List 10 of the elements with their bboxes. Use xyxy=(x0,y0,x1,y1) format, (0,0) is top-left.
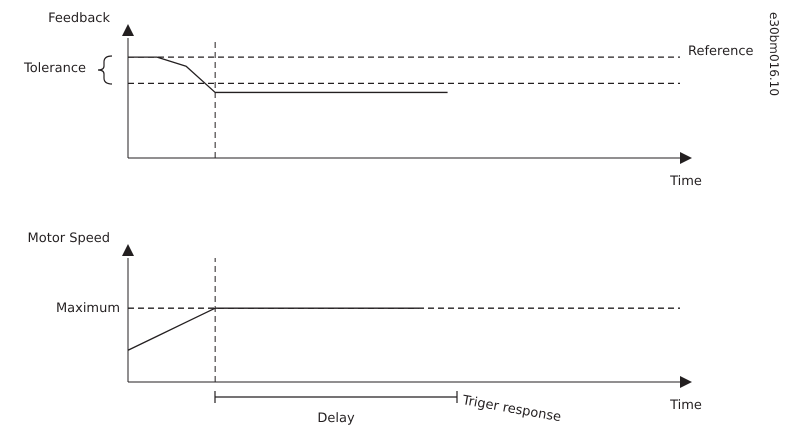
text: e30bm016.10 xyxy=(767,12,781,96)
series-label: Maximum xyxy=(56,301,120,316)
x-axis-title: Time xyxy=(669,174,702,189)
y-axis-title: Feedback xyxy=(48,11,110,26)
text: Tolerance xyxy=(23,61,86,76)
text: Triger response xyxy=(460,392,562,426)
y-axis-title: Motor Speed xyxy=(28,231,110,246)
text: Delay xyxy=(317,411,355,426)
series-label: Reference xyxy=(688,44,754,60)
x-axis-title: Time xyxy=(669,398,702,413)
